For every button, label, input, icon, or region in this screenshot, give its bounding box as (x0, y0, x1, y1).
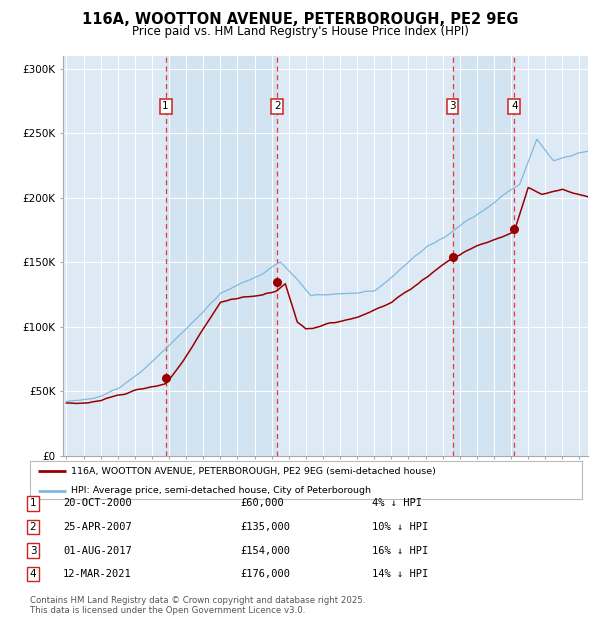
Text: 25-APR-2007: 25-APR-2007 (63, 522, 132, 532)
Text: 3: 3 (29, 546, 37, 556)
Text: 14% ↓ HPI: 14% ↓ HPI (372, 569, 428, 579)
Text: 1: 1 (162, 101, 169, 111)
Text: Contains HM Land Registry data © Crown copyright and database right 2025.
This d: Contains HM Land Registry data © Crown c… (30, 596, 365, 615)
Text: 116A, WOOTTON AVENUE, PETERBOROUGH, PE2 9EG: 116A, WOOTTON AVENUE, PETERBOROUGH, PE2 … (82, 12, 518, 27)
Text: £60,000: £60,000 (240, 498, 284, 508)
Text: 16% ↓ HPI: 16% ↓ HPI (372, 546, 428, 556)
Text: 3: 3 (449, 101, 456, 111)
Text: 20-OCT-2000: 20-OCT-2000 (63, 498, 132, 508)
Text: £154,000: £154,000 (240, 546, 290, 556)
Text: 10% ↓ HPI: 10% ↓ HPI (372, 522, 428, 532)
Bar (166, 56, 277, 456)
Text: 2: 2 (29, 522, 37, 532)
Text: Price paid vs. HM Land Registry's House Price Index (HPI): Price paid vs. HM Land Registry's House … (131, 25, 469, 38)
Text: 4: 4 (29, 569, 37, 579)
Text: 4% ↓ HPI: 4% ↓ HPI (372, 498, 422, 508)
Text: £176,000: £176,000 (240, 569, 290, 579)
Text: 4: 4 (511, 101, 518, 111)
Text: 116A, WOOTTON AVENUE, PETERBOROUGH, PE2 9EG (semi-detached house): 116A, WOOTTON AVENUE, PETERBOROUGH, PE2 … (71, 467, 436, 476)
Text: 2: 2 (274, 101, 281, 111)
Bar (452, 56, 514, 456)
Text: 01-AUG-2017: 01-AUG-2017 (63, 546, 132, 556)
Text: HPI: Average price, semi-detached house, City of Peterborough: HPI: Average price, semi-detached house,… (71, 486, 371, 495)
Text: 12-MAR-2021: 12-MAR-2021 (63, 569, 132, 579)
Text: £135,000: £135,000 (240, 522, 290, 532)
Text: 1: 1 (29, 498, 37, 508)
